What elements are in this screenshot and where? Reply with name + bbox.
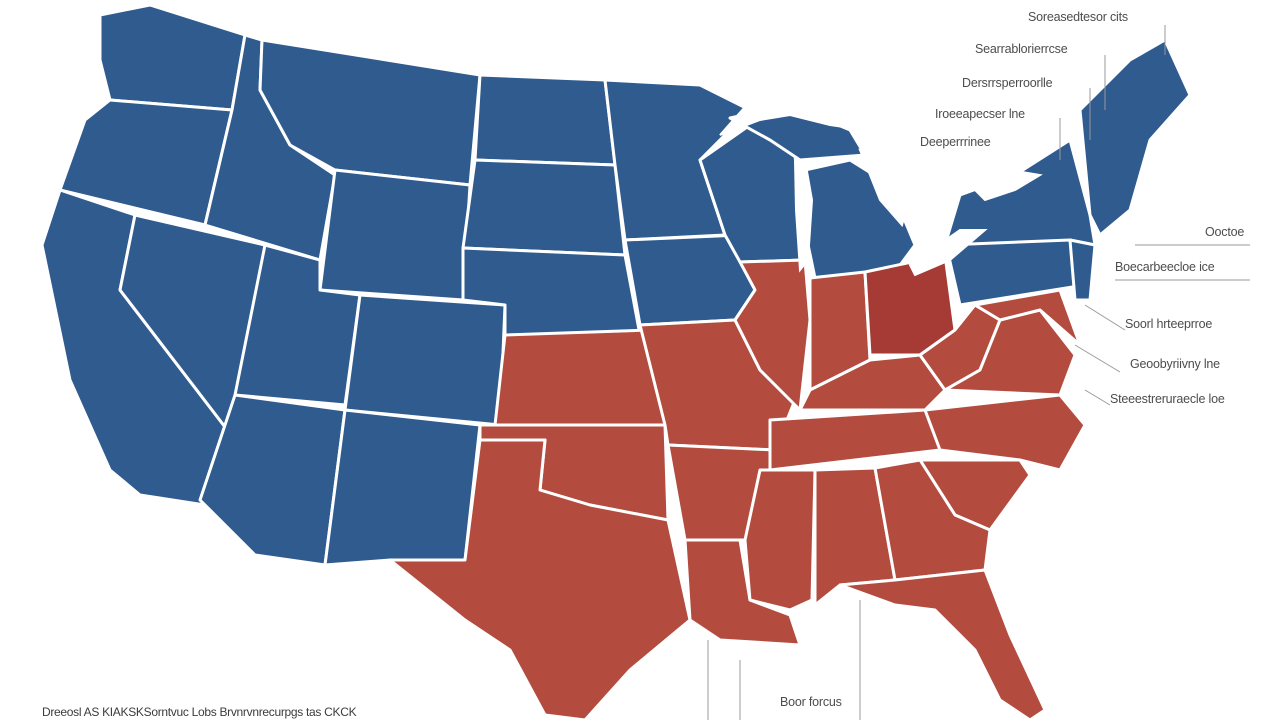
map-label-10: Steeestreruraecle loe bbox=[1110, 392, 1225, 406]
map-label-8: Soorl hrteeprroe bbox=[1125, 317, 1213, 331]
state-louisiana[interactable] bbox=[683, 538, 802, 647]
state-new-jersey[interactable] bbox=[1068, 238, 1097, 302]
map-label-2: Searrablorierrcse bbox=[975, 42, 1068, 56]
state-oregon[interactable] bbox=[58, 98, 234, 227]
state-texas[interactable] bbox=[388, 438, 692, 720]
great-lakes bbox=[719, 88, 1043, 277]
state-south-dakota[interactable] bbox=[461, 158, 627, 257]
label-leaders bbox=[707, 25, 1250, 720]
map-label-6: Ooctoe bbox=[1205, 225, 1245, 239]
map-label-3: Dersrrsperroorlle bbox=[962, 76, 1053, 90]
state-maryland[interactable] bbox=[973, 288, 1082, 347]
map-label-1: Soreasedtesor cits bbox=[1028, 10, 1128, 24]
state-new-england[interactable] bbox=[1078, 38, 1192, 237]
lake-michigan bbox=[793, 159, 814, 273]
state-north-carolina[interactable] bbox=[923, 393, 1087, 472]
lake-superior bbox=[719, 88, 868, 136]
state-kansas[interactable] bbox=[493, 328, 667, 427]
state-mississippi[interactable] bbox=[743, 468, 817, 612]
map-label-7: Boecarbeecloe ice bbox=[1115, 260, 1215, 274]
state-illinois[interactable] bbox=[733, 258, 812, 412]
state-new-mexico[interactable] bbox=[323, 408, 482, 567]
lake-erie bbox=[908, 229, 988, 277]
footer-caption: Dreeosl AS KIAKSKSorntvuc Lobs Brvnrvnre… bbox=[42, 705, 357, 719]
state-wyoming[interactable] bbox=[318, 168, 472, 302]
state-arizona[interactable] bbox=[198, 393, 347, 567]
state-washington[interactable] bbox=[98, 3, 247, 112]
state-colorado[interactable] bbox=[343, 293, 507, 427]
map-label-9: Geoobyriivny lne bbox=[1130, 357, 1220, 371]
map-label-4: Iroeeapecser lne bbox=[935, 107, 1025, 121]
red-region bbox=[388, 253, 1087, 720]
blue-region bbox=[40, 3, 1192, 567]
lake-huron bbox=[858, 148, 912, 228]
map-label-5: Deeperrrinee bbox=[920, 135, 991, 149]
state-north-dakota[interactable] bbox=[473, 73, 617, 167]
state-florida[interactable] bbox=[838, 568, 1047, 720]
map-label-bottom: Boor forcus bbox=[780, 695, 842, 709]
lake-ontario bbox=[973, 168, 1043, 202]
